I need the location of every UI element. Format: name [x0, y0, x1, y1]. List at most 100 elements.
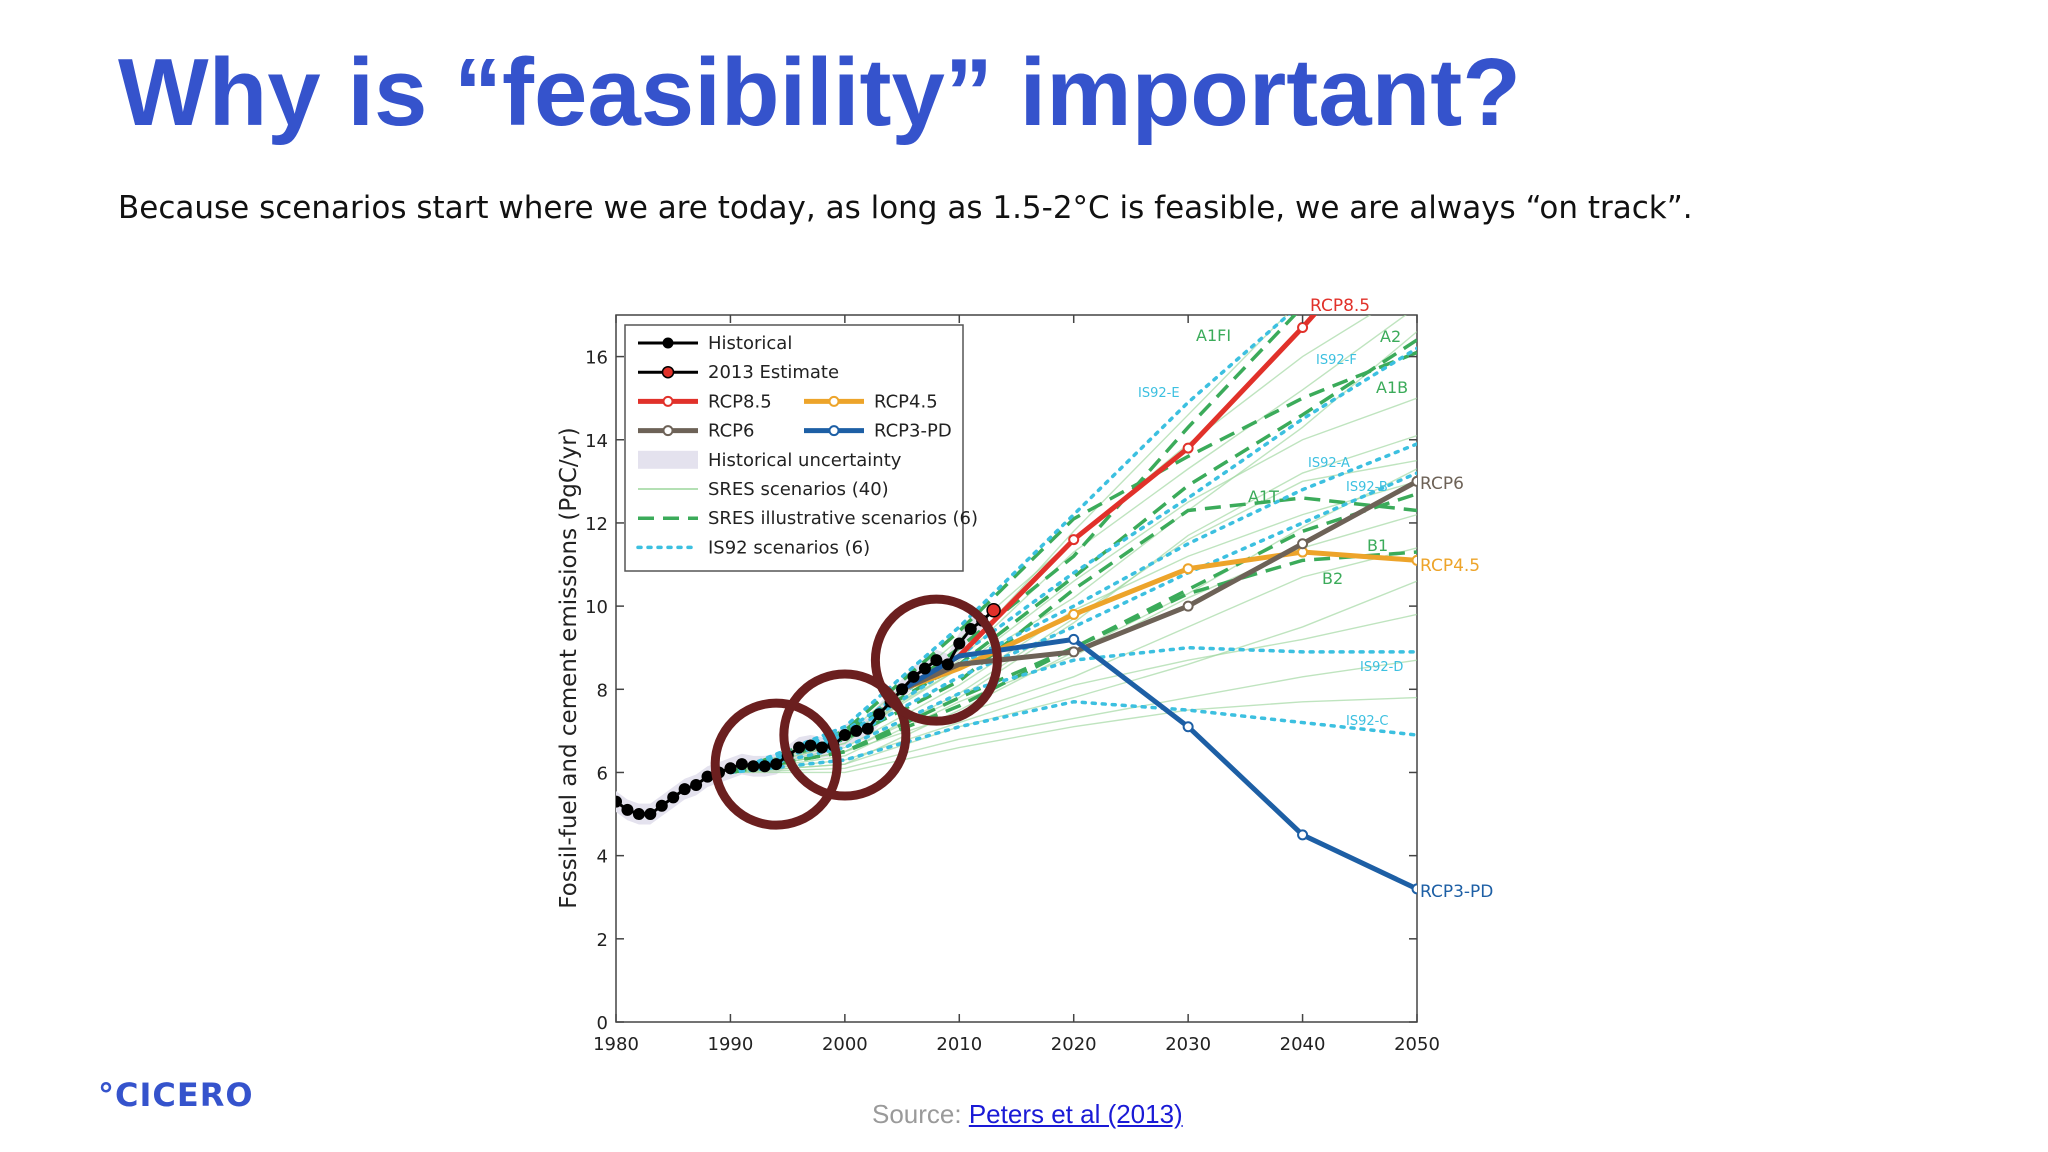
x-tick-label: 1980 — [593, 1034, 639, 1055]
legend-swatch-rcp45-dot — [828, 395, 840, 407]
historical-point — [930, 654, 943, 667]
a1b-label: A1B — [1376, 378, 1408, 397]
historical-point — [793, 741, 806, 754]
a1t-label: A1T — [1248, 487, 1279, 506]
legend-label-uncertainty: Historical uncertainty — [708, 450, 902, 471]
rcp3pd-marker — [1068, 633, 1080, 645]
sres-scenario-line — [730, 315, 1288, 774]
rcp6-marker — [1068, 646, 1080, 658]
rcp3pd-end-label: RCP3-PD — [1420, 882, 1493, 902]
sres-illustrative-b2 — [730, 550, 1417, 775]
y-tick-label: 12 — [585, 514, 608, 535]
x-tick-label: 2030 — [1165, 1034, 1211, 1055]
historical-point — [770, 758, 783, 771]
legend-label-rcp3pd: RCP3-PD — [874, 421, 952, 442]
legend-swatch-rcp3pd-dot — [828, 425, 840, 437]
historical-point — [690, 778, 703, 791]
rcp6-end-label: RCP6 — [1420, 474, 1464, 494]
y-tick-label: 16 — [585, 348, 608, 369]
highlight-circle — [779, 669, 911, 801]
rcp45-marker — [1068, 608, 1080, 620]
legend-swatch-rcp85-dot — [662, 395, 674, 407]
sres-illustrative-a2 — [729, 338, 1417, 775]
rcp3pd-marker — [1411, 883, 1417, 895]
x-tick-label: 1990 — [708, 1034, 754, 1055]
rcp6-marker — [1411, 475, 1417, 487]
historical-point — [964, 622, 977, 635]
legend-label-rcp85: RCP8.5 — [708, 391, 772, 412]
rcp45-marker — [1182, 563, 1194, 575]
b2-label: B2 — [1322, 569, 1343, 588]
historical-point — [953, 637, 966, 650]
y-tick-label: 0 — [597, 1013, 608, 1034]
rcp85-marker — [1297, 321, 1309, 333]
historical-point — [861, 722, 874, 735]
y-tick-label: 10 — [585, 597, 608, 618]
sres-scenario-line — [730, 613, 1417, 774]
is92-c-label: IS92-C — [1346, 714, 1388, 729]
legend-label-rcp6: RCP6 — [708, 421, 755, 442]
legend-swatch-rcp6-dot — [662, 425, 674, 437]
sres-scenario-line — [730, 659, 1417, 774]
rcp3pd-marker — [1182, 721, 1194, 733]
is92-line-is92-e — [728, 315, 1291, 775]
highlight-circle — [710, 698, 842, 830]
is92-f-label: IS92-F — [1316, 353, 1357, 368]
y-tick-label: 2 — [597, 930, 608, 951]
historical-point — [896, 683, 909, 696]
y-tick-label: 14 — [585, 431, 608, 452]
slide-title: Why is “feasibility” important? — [118, 39, 1521, 146]
x-tick-label: 2040 — [1280, 1034, 1326, 1055]
historical-point — [907, 670, 920, 683]
historical-point — [644, 808, 657, 821]
historical-point — [758, 760, 771, 773]
x-tick-label: 2050 — [1394, 1034, 1440, 1055]
legend-swatch-estimate-dot — [661, 365, 675, 379]
y-tick-label: 4 — [597, 847, 608, 868]
legend-label-sres_illustrative: SRES illustrative scenarios (6) — [708, 508, 978, 529]
legend-label-rcp45: RCP4.5 — [874, 391, 938, 412]
highlight-circle — [870, 594, 1002, 726]
estimate-2013-point — [986, 603, 1001, 618]
legend-swatch-uncertainty — [638, 450, 698, 469]
is92-a-label: IS92-A — [1308, 456, 1350, 471]
historical-point — [815, 741, 828, 754]
is92-line-is92-c — [728, 700, 1417, 775]
rcp85-marker — [1182, 442, 1194, 454]
rcp85-marker — [1068, 534, 1080, 546]
a1fi-label: A1FI — [1196, 326, 1231, 345]
legend-label-historical: Historical — [708, 333, 792, 354]
a2-label: A2 — [1380, 327, 1401, 346]
x-tick-label: 2010 — [936, 1034, 982, 1055]
historical-point — [918, 662, 931, 675]
historical-point — [838, 729, 851, 742]
rcp85-end-label: RCP8.5 — [1310, 296, 1370, 316]
legend-label-sres: SRES scenarios (40) — [708, 479, 889, 500]
legend-swatch-historical-dot — [662, 337, 674, 349]
sres-illustrative-a1fi — [729, 315, 1298, 775]
historical-point — [850, 724, 863, 737]
historical-point — [735, 758, 748, 771]
rcp6-marker — [1297, 538, 1309, 550]
is92-line-is92-d — [728, 645, 1417, 775]
source-citation: Source: Peters et al (2013) — [872, 1099, 1183, 1130]
historical-point — [747, 760, 760, 773]
is92-e-label: IS92-E — [1138, 386, 1180, 401]
historical-point — [941, 658, 954, 671]
source-prefix: Source: — [872, 1099, 969, 1129]
historical-point — [678, 783, 691, 796]
source-link[interactable]: Peters et al (2013) — [968, 1099, 1183, 1129]
historical-point — [724, 762, 737, 775]
rcp3pd-marker — [1297, 829, 1309, 841]
sres-scenario-line — [730, 547, 1417, 774]
y-tick-label: 8 — [597, 680, 608, 701]
historical-point — [667, 791, 680, 804]
historical-point — [701, 770, 714, 783]
rcp45-marker — [1411, 554, 1417, 566]
historical-point — [621, 803, 634, 816]
historical-point — [616, 795, 622, 808]
rcp6-marker — [1182, 600, 1194, 612]
cicero-logo: °CICERO — [98, 1076, 254, 1114]
legend-label-estimate: 2013 Estimate — [708, 362, 839, 383]
